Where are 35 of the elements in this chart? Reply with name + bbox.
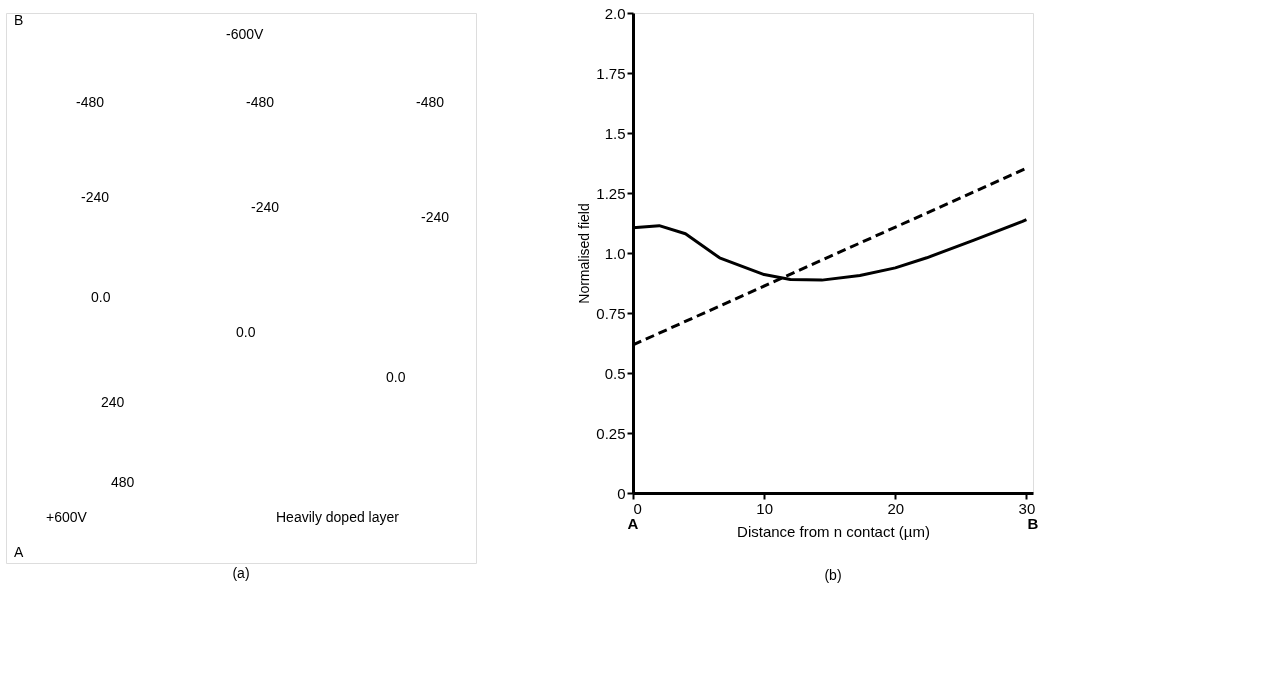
text: A bbox=[627, 515, 639, 532]
text: -480 bbox=[246, 94, 275, 110]
y-tick-label: 1.0 bbox=[604, 244, 626, 262]
y-tick-label: 1.25 bbox=[596, 184, 626, 202]
text: (a) bbox=[232, 565, 250, 581]
text: -240 bbox=[81, 189, 110, 205]
text: A bbox=[14, 544, 24, 560]
y-tick-label: 0 bbox=[617, 484, 626, 502]
y-tick-label: 1.5 bbox=[604, 124, 626, 142]
y-tick-label: 0.25 bbox=[596, 424, 626, 442]
text: -480 bbox=[76, 94, 105, 110]
x-tick-label: 10 bbox=[756, 499, 773, 517]
text: 480 bbox=[111, 474, 135, 490]
text: (b) bbox=[824, 567, 842, 583]
text: -240 bbox=[421, 209, 450, 225]
text: -600V bbox=[226, 26, 265, 42]
text: 0.0 bbox=[91, 289, 111, 305]
y-axis-title: Normalised field bbox=[576, 203, 593, 304]
text: 240 bbox=[101, 394, 125, 410]
y-tick-label: 0.75 bbox=[596, 304, 626, 322]
text: -480 bbox=[416, 94, 445, 110]
text: B bbox=[1027, 515, 1039, 532]
text: B bbox=[14, 12, 24, 28]
text: Heavily doped layer bbox=[276, 509, 400, 525]
y-tick-label: 1.75 bbox=[596, 64, 626, 82]
text: 0.0 bbox=[386, 369, 406, 385]
x-axis-title: Distance from n contact (µm) bbox=[737, 522, 930, 540]
text: -240 bbox=[251, 199, 280, 215]
x-tick-label: 20 bbox=[887, 499, 905, 517]
x-tick-label: 30 bbox=[1018, 499, 1036, 517]
y-tick-label: 2.0 bbox=[604, 4, 626, 22]
y-tick-label: 0.5 bbox=[604, 364, 626, 382]
x-tick-label: 0 bbox=[633, 499, 642, 517]
text: 0.0 bbox=[236, 324, 256, 340]
text: +600V bbox=[46, 509, 88, 525]
